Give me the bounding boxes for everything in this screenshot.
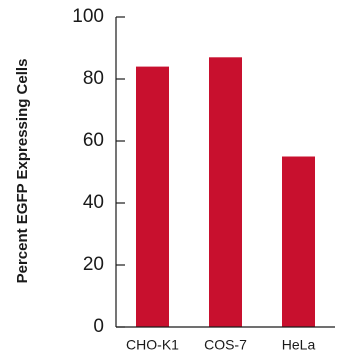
bar-cos-7 — [209, 57, 242, 328]
bar-cho-k1 — [136, 66, 169, 327]
x-tick-label: HeLa — [282, 337, 316, 353]
bar-hela — [282, 156, 315, 327]
y-axis-title: Percent EGFP Expressing Cells — [14, 59, 31, 284]
y-tick-label: 80 — [83, 68, 104, 89]
x-axis-labels: CHO-K1 COS-7 HeLa — [126, 337, 315, 353]
y-tick-label: 60 — [83, 130, 104, 151]
y-axis-ticks: 0 20 40 60 80 100 — [72, 6, 125, 337]
bars — [136, 57, 315, 328]
y-tick-label: 40 — [83, 192, 104, 213]
x-tick-label: COS-7 — [204, 337, 247, 353]
y-tick-label: 0 — [93, 316, 104, 337]
y-tick-label: 20 — [83, 254, 104, 275]
y-tick-label: 100 — [72, 6, 104, 27]
axis-lines — [115, 17, 335, 328]
x-tick-label: CHO-K1 — [126, 337, 179, 353]
